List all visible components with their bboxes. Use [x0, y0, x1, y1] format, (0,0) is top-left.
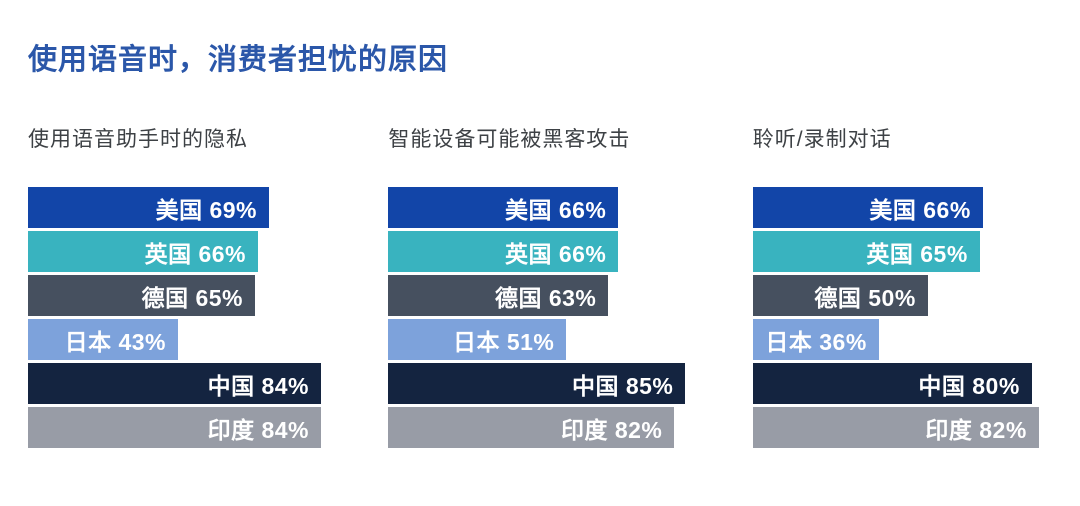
bar-value-label: 美国 66%: [869, 196, 971, 223]
bar-germany: 德国 65%: [28, 275, 255, 316]
bar-group: 美国 69% 英国 66% 德国 65% 日本 43% 中国 84% 印度 84%: [28, 187, 355, 448]
chart-subtitle: 使用语音助手时的隐私: [28, 128, 248, 151]
bar-value-label: 德国 63%: [494, 284, 597, 311]
bar-value-label: 德国 65%: [141, 284, 243, 311]
charts-row: 使用语音助手时的隐私 美国 69% 英国 66% 德国 65% 日本 43% 中国 84…: [28, 128, 1052, 448]
bar-value-label: 印度 84%: [207, 416, 309, 443]
chart-column-hacking: 智能设备可能被黑客攻击 美国 66% 英国 66% 德国 63% 日本 51% 中国 8…: [388, 128, 715, 448]
bar-india: 印度 82%: [388, 407, 675, 448]
bar-value-label: 中国 85%: [571, 372, 674, 399]
bar-value-label: 中国 84%: [207, 372, 309, 399]
bar-uk: 英国 66%: [388, 231, 619, 272]
bar-value-label: 日本 36%: [765, 328, 867, 355]
bar-usa: 美国 66%: [752, 187, 983, 228]
bar-germany: 德国 50%: [752, 275, 928, 316]
bar-usa: 美国 69%: [28, 187, 269, 228]
bar-china: 中国 85%: [388, 363, 686, 404]
bar-group: 美国 66% 英国 66% 德国 63% 日本 51% 中国 85% 印度 82%: [388, 187, 715, 448]
bar-uk: 英国 66%: [28, 231, 258, 272]
chart-subtitle: 聆听/录制对话: [752, 128, 892, 151]
bar-value-label: 英国 66%: [504, 240, 607, 267]
bar-value-label: 中国 80%: [918, 372, 1020, 399]
bar-india: 印度 82%: [752, 407, 1039, 448]
bar-japan: 日本 36%: [752, 319, 879, 360]
bar-japan: 日本 43%: [28, 319, 178, 360]
bar-group: 美国 66% 英国 65% 德国 50% 日本 36% 中国 80% 印度 82%: [752, 187, 1052, 448]
bar-india: 印度 84%: [28, 407, 321, 448]
bar-value-label: 日本 51%: [452, 328, 555, 355]
bar-value-label: 美国 66%: [504, 196, 607, 223]
bar-value-label: 德国 50%: [814, 284, 916, 311]
bar-value-label: 印度 82%: [560, 416, 663, 443]
bar-china: 中国 84%: [28, 363, 321, 404]
bar-value-label: 美国 69%: [155, 196, 257, 223]
bar-value-label: 英国 66%: [144, 240, 246, 267]
bar-uk: 英国 65%: [752, 231, 980, 272]
bar-value-label: 英国 65%: [866, 240, 968, 267]
chart-column-privacy: 使用语音助手时的隐私 美国 69% 英国 66% 德国 65% 日本 43% 中国 84…: [28, 128, 355, 448]
chart-column-recording: 聆听/录制对话 美国 66% 英国 65% 德国 50% 日本 36% 中国 80% 印度…: [752, 128, 1052, 448]
chart-subtitle: 智能设备可能被黑客攻击: [388, 128, 631, 151]
bar-usa: 美国 66%: [388, 187, 619, 228]
bar-value-label: 日本 43%: [64, 328, 166, 355]
bar-china: 中国 80%: [752, 363, 1032, 404]
page-title: 使用语音时，消费者担忧的原因: [28, 44, 449, 76]
bar-japan: 日本 51%: [388, 319, 567, 360]
bar-value-label: 印度 82%: [925, 416, 1027, 443]
bar-germany: 德国 63%: [388, 275, 609, 316]
